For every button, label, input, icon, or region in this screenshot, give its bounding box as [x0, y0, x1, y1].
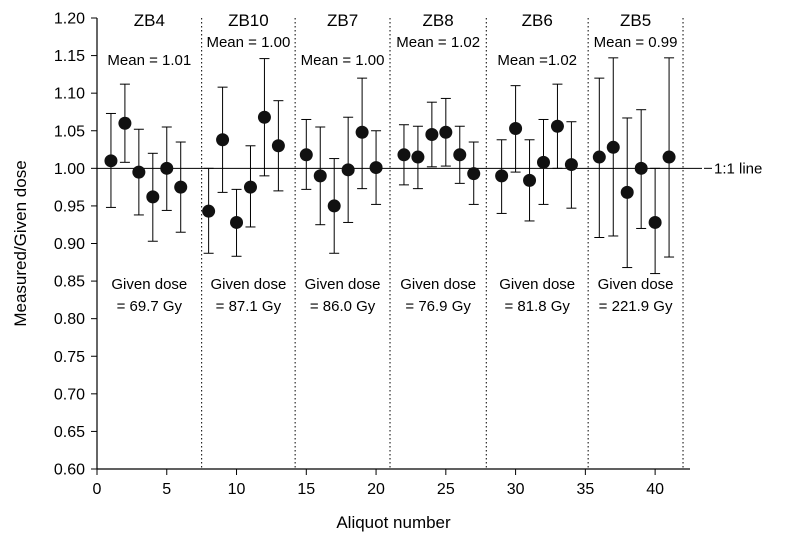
y-tick-label: 0.65: [54, 424, 85, 441]
data-point: [425, 128, 439, 142]
data-point: [648, 215, 662, 229]
x-tick-label: 5: [162, 481, 171, 498]
data-point: [606, 140, 620, 154]
x-tick-label: 10: [228, 481, 246, 498]
data-point: [341, 163, 355, 177]
y-tick-label: 1.05: [54, 123, 85, 140]
group-name-label: ZB5: [620, 11, 651, 30]
y-tick-label: 0.60: [54, 462, 85, 479]
data-point: [467, 167, 481, 181]
group-dose-label: Given dose: [111, 276, 187, 293]
data-point: [243, 180, 257, 194]
data-point: [230, 215, 244, 229]
y-tick-label: 0.90: [54, 236, 85, 253]
group-dose-value: = 221.9 Gy: [599, 298, 673, 315]
x-tick-label: 35: [576, 481, 594, 498]
y-tick-label: 0.70: [54, 386, 85, 403]
group-mean-label: Mean = 1.00: [301, 52, 385, 69]
group-dose-label: Given dose: [400, 276, 476, 293]
y-axis-ticks: 0.60 0.65 0.70 0.75 0.80 0.85 0.90 0.95 1.00 1.05…: [54, 11, 97, 479]
group-dose-value: = 76.9 Gy: [405, 298, 471, 315]
data-point: [634, 161, 648, 175]
data-point: [550, 119, 564, 133]
reference-line-label: 1:1 line: [714, 160, 762, 177]
data-point: [439, 125, 453, 139]
data-point: [313, 169, 327, 183]
x-axis-title: Aliquot number: [336, 513, 451, 532]
group-name-label: ZB6: [522, 11, 553, 30]
data-point: [257, 110, 271, 124]
x-tick-label: 0: [93, 481, 102, 498]
data-point: [355, 125, 369, 139]
data-point: [369, 161, 383, 175]
data-point: [495, 169, 509, 183]
y-axis-title: Measured/Given dose: [11, 160, 30, 326]
group-name-label: ZB7: [327, 11, 358, 30]
data-point: [620, 185, 634, 199]
x-tick-label: 25: [437, 481, 455, 498]
x-tick-label: 30: [507, 481, 525, 498]
data-point: [523, 173, 537, 187]
x-tick-label: 15: [297, 481, 315, 498]
data-point: [397, 148, 411, 162]
group-dose-label: Given dose: [499, 276, 575, 293]
y-tick-label: 0.85: [54, 274, 85, 291]
y-tick-label: 1.20: [54, 11, 85, 28]
group-dose-value: = 87.1 Gy: [216, 298, 282, 315]
data-point: [132, 165, 146, 179]
data-point: [118, 116, 132, 130]
group-mean-label: Mean = 1.00: [206, 34, 290, 51]
data-point: [160, 161, 174, 175]
data-point: [564, 158, 578, 172]
group-dose-value: = 86.0 Gy: [310, 298, 376, 315]
data-point: [216, 133, 230, 147]
y-tick-label: 0.80: [54, 311, 85, 328]
data-point: [453, 148, 467, 162]
y-tick-label: 1.15: [54, 48, 85, 65]
group-dose-label: Given dose: [305, 276, 381, 293]
data-point: [146, 190, 160, 204]
data-point: [299, 148, 313, 162]
y-tick-label: 0.95: [54, 198, 85, 215]
data-point: [271, 139, 285, 153]
group-name-label: ZB8: [423, 11, 454, 30]
x-tick-label: 20: [367, 481, 385, 498]
group-dose-value: = 69.7 Gy: [117, 298, 183, 315]
data-point: [662, 150, 676, 164]
axes: [96, 18, 690, 470]
y-tick-label: 1.00: [54, 161, 85, 178]
group-dose-label: Given dose: [210, 276, 286, 293]
data-point: [509, 121, 523, 135]
group-mean-label: Mean = 1.01: [107, 52, 191, 69]
group-name-label: ZB4: [134, 11, 165, 30]
group-name-label: ZB10: [228, 11, 269, 30]
group-mean-label: Mean = 1.02: [396, 34, 480, 51]
group-labels: ZB4 Mean = 1.01 Given dose = 69.7 Gy ZB10 Mea…: [107, 11, 677, 315]
data-point: [536, 155, 550, 169]
data-point: [104, 154, 118, 168]
data-point: [592, 150, 606, 164]
x-axis-ticks: 0 5 10 15 20 25 30 35 40: [93, 469, 664, 498]
group-separators: [201, 18, 684, 469]
data-point: [174, 180, 188, 194]
data-point: [327, 199, 341, 213]
group-dose-label: Given dose: [598, 276, 674, 293]
y-tick-label: 0.75: [54, 349, 85, 366]
group-mean-label: Mean = 0.99: [594, 34, 678, 51]
data-point: [202, 204, 216, 218]
data-points: [104, 110, 676, 229]
group-mean-label: Mean =1.02: [497, 52, 577, 69]
group-dose-value: = 81.8 Gy: [504, 298, 570, 315]
x-tick-label: 40: [646, 481, 664, 498]
y-tick-label: 1.10: [54, 86, 85, 103]
data-point: [411, 150, 425, 164]
